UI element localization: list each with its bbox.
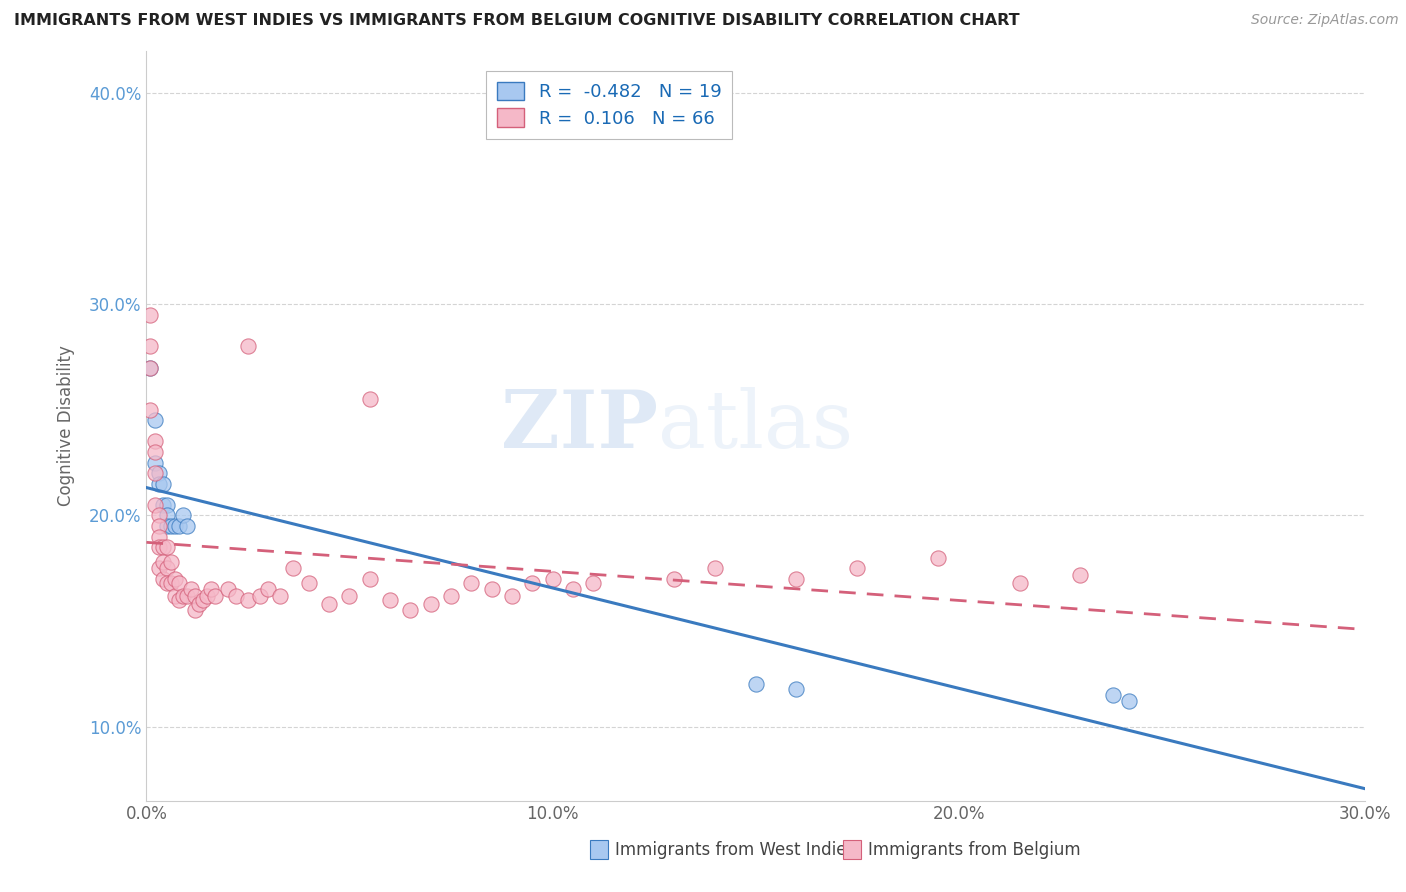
Point bbox=[167, 576, 190, 591]
Point bbox=[378, 593, 401, 607]
Point bbox=[846, 561, 869, 575]
Point bbox=[582, 576, 605, 591]
Point bbox=[172, 589, 194, 603]
Point bbox=[927, 550, 949, 565]
Point bbox=[159, 555, 181, 569]
Point bbox=[159, 576, 181, 591]
Point bbox=[269, 589, 291, 603]
Point bbox=[419, 597, 441, 611]
Point bbox=[148, 508, 170, 523]
Point bbox=[176, 519, 198, 533]
Point bbox=[359, 392, 381, 407]
Point bbox=[156, 576, 179, 591]
Point bbox=[156, 540, 179, 554]
Point bbox=[200, 582, 222, 597]
Y-axis label: Cognitive Disability: Cognitive Disability bbox=[58, 345, 75, 506]
Point bbox=[204, 589, 226, 603]
Point bbox=[664, 572, 686, 586]
Point bbox=[156, 519, 179, 533]
Point bbox=[184, 603, 207, 617]
Point bbox=[1118, 694, 1140, 708]
Point bbox=[152, 540, 174, 554]
Point bbox=[561, 582, 583, 597]
Point bbox=[152, 476, 174, 491]
Point bbox=[152, 498, 174, 512]
Text: atlas: atlas bbox=[658, 386, 853, 465]
Point bbox=[139, 360, 162, 375]
Point bbox=[143, 466, 166, 480]
Text: Source: ZipAtlas.com: Source: ZipAtlas.com bbox=[1251, 13, 1399, 28]
Point bbox=[785, 572, 807, 586]
Point bbox=[156, 498, 179, 512]
Point bbox=[225, 589, 247, 603]
Point bbox=[236, 593, 259, 607]
Point bbox=[152, 555, 174, 569]
Point bbox=[236, 339, 259, 353]
Point bbox=[139, 308, 162, 322]
Text: ZIP: ZIP bbox=[501, 386, 658, 465]
Point bbox=[193, 593, 215, 607]
Point bbox=[195, 589, 218, 603]
Point bbox=[1102, 688, 1125, 702]
Point bbox=[163, 589, 186, 603]
Point bbox=[339, 589, 361, 603]
Point bbox=[1008, 576, 1031, 591]
Point bbox=[184, 589, 207, 603]
Point bbox=[217, 582, 239, 597]
Point bbox=[501, 589, 523, 603]
Point bbox=[704, 561, 727, 575]
Point bbox=[148, 540, 170, 554]
Point bbox=[143, 434, 166, 449]
Point bbox=[298, 576, 321, 591]
Point bbox=[163, 519, 186, 533]
Point bbox=[785, 681, 807, 696]
Point bbox=[143, 445, 166, 459]
Point bbox=[167, 519, 190, 533]
Point bbox=[522, 576, 544, 591]
Point bbox=[148, 530, 170, 544]
Point bbox=[318, 597, 340, 611]
Point bbox=[156, 561, 179, 575]
Point bbox=[176, 589, 198, 603]
Point bbox=[152, 572, 174, 586]
Point bbox=[143, 413, 166, 427]
Text: Immigrants from Belgium: Immigrants from Belgium bbox=[868, 840, 1081, 859]
Point bbox=[249, 589, 271, 603]
Point bbox=[744, 677, 766, 691]
Point bbox=[481, 582, 503, 597]
Point bbox=[139, 402, 162, 417]
Point bbox=[188, 597, 211, 611]
Point bbox=[148, 466, 170, 480]
Point bbox=[399, 603, 422, 617]
Point bbox=[440, 589, 463, 603]
Point bbox=[460, 576, 482, 591]
Point bbox=[541, 572, 564, 586]
Point bbox=[281, 561, 304, 575]
Legend: R =  -0.482   N = 19, R =  0.106   N = 66: R = -0.482 N = 19, R = 0.106 N = 66 bbox=[486, 71, 733, 138]
Point bbox=[143, 498, 166, 512]
Point bbox=[148, 561, 170, 575]
Point bbox=[167, 593, 190, 607]
Point bbox=[163, 572, 186, 586]
Point bbox=[156, 508, 179, 523]
Text: Immigrants from West Indies: Immigrants from West Indies bbox=[614, 840, 855, 859]
Point bbox=[143, 456, 166, 470]
Point bbox=[148, 519, 170, 533]
Point bbox=[172, 508, 194, 523]
Point bbox=[257, 582, 280, 597]
Point bbox=[159, 519, 181, 533]
Point bbox=[1069, 567, 1091, 582]
Point bbox=[180, 582, 202, 597]
Point bbox=[139, 339, 162, 353]
Point bbox=[139, 360, 162, 375]
Text: IMMIGRANTS FROM WEST INDIES VS IMMIGRANTS FROM BELGIUM COGNITIVE DISABILITY CORR: IMMIGRANTS FROM WEST INDIES VS IMMIGRANT… bbox=[14, 13, 1019, 29]
Point bbox=[148, 476, 170, 491]
Point bbox=[359, 572, 381, 586]
